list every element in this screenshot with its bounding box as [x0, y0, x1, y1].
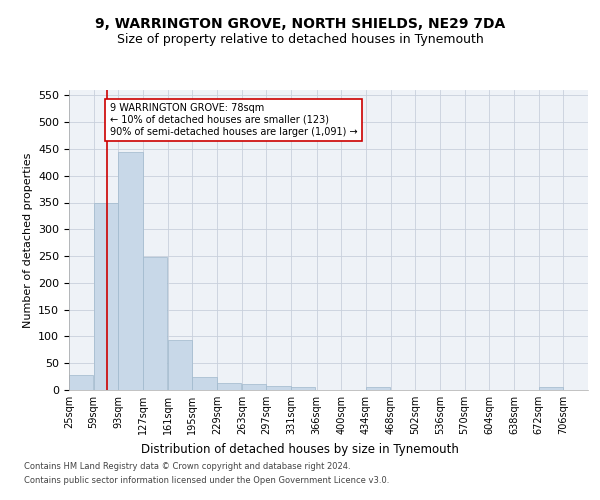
Text: Contains public sector information licensed under the Open Government Licence v3: Contains public sector information licen… — [24, 476, 389, 485]
Bar — [217, 382, 241, 390]
Text: Size of property relative to detached houses in Tynemouth: Size of property relative to detached ho… — [116, 32, 484, 46]
Text: 9, WARRINGTON GROVE, NORTH SHIELDS, NE29 7DA: 9, WARRINGTON GROVE, NORTH SHIELDS, NE29… — [95, 18, 505, 32]
Bar — [291, 387, 316, 390]
Text: Distribution of detached houses by size in Tynemouth: Distribution of detached houses by size … — [141, 442, 459, 456]
Text: 9 WARRINGTON GROVE: 78sqm
← 10% of detached houses are smaller (123)
90% of semi: 9 WARRINGTON GROVE: 78sqm ← 10% of detac… — [110, 104, 357, 136]
Bar — [242, 384, 266, 390]
Bar — [266, 386, 291, 390]
Bar — [69, 375, 94, 390]
Bar — [94, 202, 118, 390]
Bar — [539, 388, 563, 390]
Bar — [193, 376, 217, 390]
Y-axis label: Number of detached properties: Number of detached properties — [23, 152, 32, 328]
Bar — [118, 152, 143, 390]
Text: Contains HM Land Registry data © Crown copyright and database right 2024.: Contains HM Land Registry data © Crown c… — [24, 462, 350, 471]
Bar — [143, 257, 167, 390]
Bar — [366, 388, 390, 390]
Bar — [168, 340, 192, 390]
